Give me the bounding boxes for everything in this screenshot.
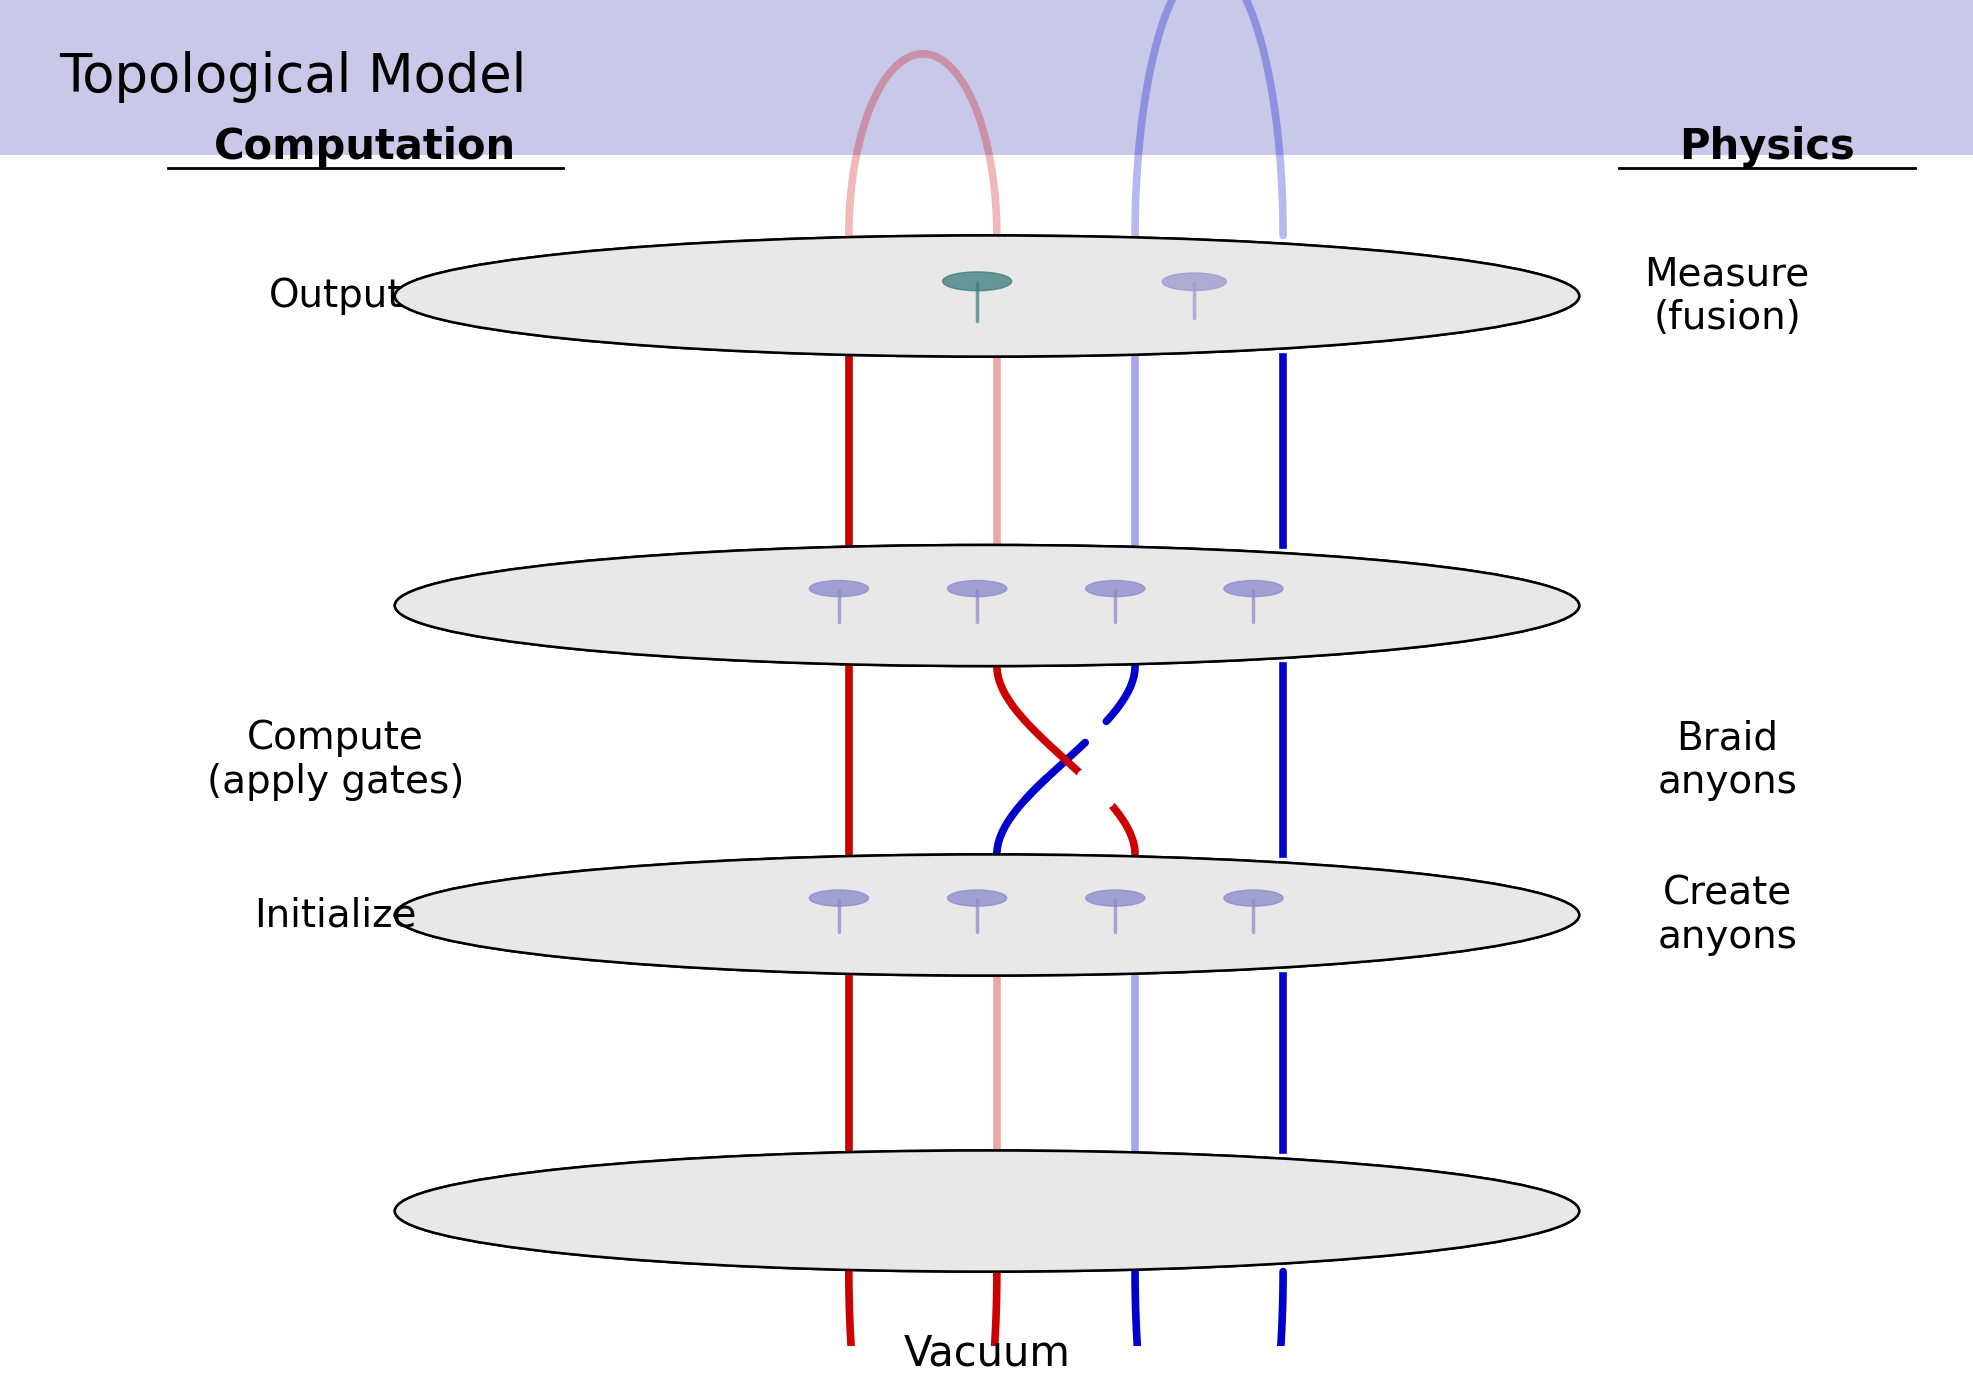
Ellipse shape: [395, 1151, 1578, 1271]
Ellipse shape: [1223, 581, 1282, 596]
Ellipse shape: [943, 271, 1010, 291]
Text: Vacuum: Vacuum: [904, 1332, 1069, 1374]
Ellipse shape: [395, 235, 1578, 357]
Ellipse shape: [395, 545, 1578, 666]
Ellipse shape: [395, 855, 1578, 975]
Ellipse shape: [1085, 890, 1144, 906]
Ellipse shape: [395, 235, 1578, 357]
Text: Braid
anyons: Braid anyons: [1657, 719, 1795, 801]
Ellipse shape: [395, 855, 1578, 975]
Text: Initialize: Initialize: [255, 896, 416, 934]
Ellipse shape: [1162, 273, 1225, 291]
Ellipse shape: [1223, 890, 1282, 906]
Ellipse shape: [809, 890, 868, 906]
Text: Output: Output: [268, 277, 402, 315]
Text: Physics: Physics: [1677, 127, 1855, 168]
Ellipse shape: [947, 890, 1006, 906]
FancyBboxPatch shape: [0, 0, 1973, 154]
Ellipse shape: [395, 1151, 1578, 1271]
Text: Compute
(apply gates): Compute (apply gates): [207, 719, 464, 801]
Ellipse shape: [947, 581, 1006, 596]
Ellipse shape: [809, 581, 868, 596]
Text: Topological Model: Topological Model: [59, 51, 527, 103]
Ellipse shape: [395, 545, 1578, 666]
Text: Computation: Computation: [213, 127, 517, 168]
Ellipse shape: [1085, 581, 1144, 596]
Text: Measure
(fusion): Measure (fusion): [1644, 255, 1809, 337]
Text: Create
anyons: Create anyons: [1657, 874, 1795, 956]
